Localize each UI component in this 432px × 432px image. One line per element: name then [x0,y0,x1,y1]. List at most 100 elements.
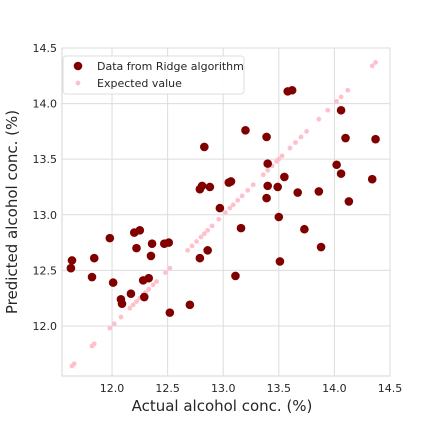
y-tick-label: 13.5 [33,153,58,166]
x-axis-title: Actual alcohol conc. (%) [132,397,313,415]
expected-point [293,140,298,145]
expected-point [338,94,344,100]
x-tick-label: 13.0 [211,382,236,395]
expected-point [260,172,266,178]
ridge-point [336,105,346,115]
expected-point [334,98,340,104]
expected-point [205,227,211,233]
ridge-point [371,134,380,144]
ridge-point [146,251,156,261]
ridge-point [105,233,115,243]
legend-label-expected: Expected value [97,77,182,90]
ridge-point [144,273,154,283]
ridge-point [236,223,246,233]
ridge-point [274,212,284,222]
y-axis-ticks: 12.0 12.5 13.0 13.5 14.0 14.5 [33,42,58,333]
ridge-point [164,238,174,247]
expected-point [279,153,285,159]
ridge-point [165,308,175,317]
expected-point [91,341,97,347]
x-tick-label: 14.0 [322,382,347,395]
expected-point [154,279,159,284]
expected-point [287,145,293,151]
ridge-point [367,174,377,184]
expected-point [150,282,156,288]
expected-point [316,116,322,122]
expected-point [216,216,222,222]
expected-point [276,156,282,162]
expected-point [369,63,375,69]
ridge-point [195,253,205,263]
x-tick-label: 14.5 [378,382,403,395]
ridge-point [336,169,346,178]
ridge-point [262,132,271,142]
ridge-point [215,203,225,213]
y-tick-label: 14.5 [33,42,58,55]
expected-point [245,187,251,193]
expected-point [134,299,139,304]
ridge-point [293,188,303,197]
ridge-point [135,226,145,235]
y-tick-label: 12.5 [33,264,58,277]
ridge-point [203,246,212,255]
ridge-point [226,177,236,186]
expected-point [194,239,199,244]
expected-point [118,314,124,320]
y-tick-label: 12.0 [33,320,58,333]
ridge-point [108,278,118,287]
x-tick-label: 12.5 [155,382,180,395]
expected-point [146,286,152,292]
ridge-point [316,242,326,252]
ridge-point [300,224,309,234]
ridge-point [205,182,215,192]
expected-point [373,60,378,65]
ridge-point [87,272,97,282]
expected-point [163,270,168,275]
expected-point [198,234,204,240]
ridge-series [66,85,380,317]
expected-point [167,265,173,271]
expected-point [265,167,271,173]
expected-point [111,321,117,327]
y-tick-label: 13.0 [33,209,58,222]
ridge-point [287,85,297,95]
ridge-point [66,263,76,273]
expected-point [209,223,215,229]
legend-marker-expected [75,80,81,86]
ridge-point [262,193,271,203]
ridge-point [231,271,240,281]
expected-point [130,302,136,308]
ridge-point [263,181,272,191]
expected-point [250,182,256,188]
ridge-point [117,299,127,309]
expected-point [107,325,113,331]
expected-point [304,128,310,134]
expected-point [325,107,331,113]
ridge-point [132,243,141,253]
legend-label-ridge: Data from Ridge algorithm [97,60,244,73]
expected-point [239,193,245,199]
ridge-point [263,159,272,168]
expected-point [201,231,207,237]
ridge-point [139,292,149,302]
expected-point [127,305,133,311]
expected-point [71,361,77,367]
expected-point [345,87,351,93]
ridge-point [314,187,324,196]
expected-point [227,205,233,211]
ridge-point [332,160,341,170]
expected-point [298,134,304,140]
ridge-point [185,300,195,310]
ridge-point [275,257,285,266]
y-tick-label: 14.0 [33,98,58,111]
ridge-point [341,133,350,143]
legend-marker-ridge [73,61,83,71]
expected-point [230,202,236,208]
expected-point [223,210,228,215]
y-axis-title: Predicted alcohol conc. (%) [3,110,21,314]
ridge-point [280,172,289,182]
ridge-point [89,253,99,263]
ridge-point [67,256,77,265]
